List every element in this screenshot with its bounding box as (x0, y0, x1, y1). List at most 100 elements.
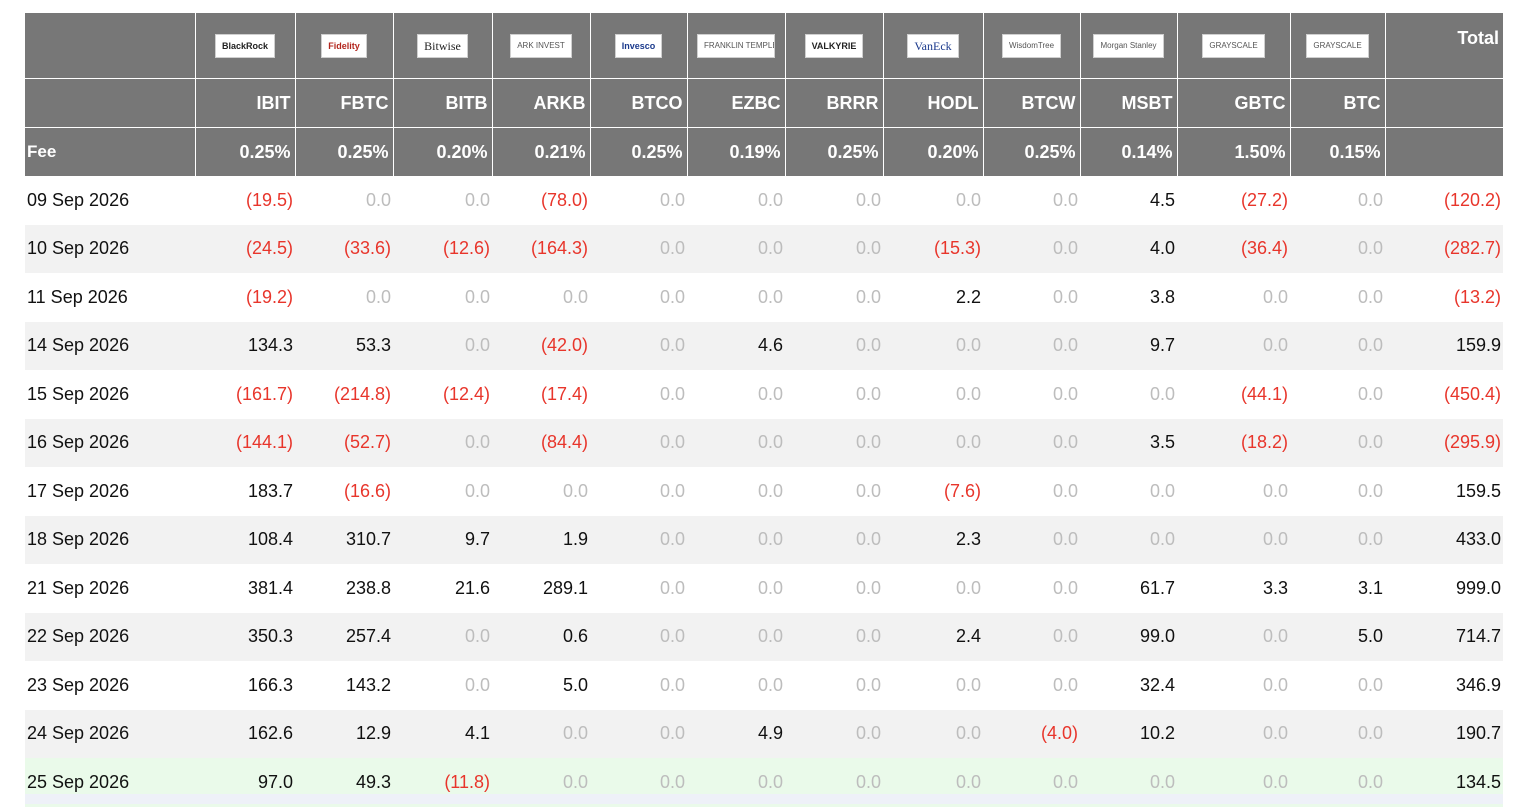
flow-cell: 0.0 (659, 383, 685, 404)
table-row: 10 Sep 2026 (24.5) (33.6) (12.6) (164.3) 0.0 0… (25, 224, 1503, 273)
flow-cell: 0.0 (855, 286, 881, 307)
flow-cell: 0.0 (883, 321, 983, 370)
flow-cell: (18.2) (1177, 418, 1290, 467)
date-cell: 10 Sep 2026 (25, 224, 195, 273)
flow-cell: 0.0 (1149, 480, 1175, 501)
date-cell: 21 Sep 2026 (27, 577, 130, 598)
flow-cell: 0.0 (393, 418, 492, 467)
flow-cell: 0.0 (757, 480, 783, 501)
flow-cell: 0.0 (785, 709, 883, 758)
flow-cell: 0.0 (687, 612, 785, 661)
flow-cell: 134.3 (195, 321, 295, 370)
flow-cell: 0.0 (590, 612, 687, 661)
flow-cell: 0.0 (1262, 286, 1288, 307)
table-footer-strip (25, 794, 1503, 804)
flow-cell: 0.0 (590, 321, 687, 370)
flow-cell: 0.0 (562, 480, 588, 501)
flow-cell: 0.0 (983, 418, 1080, 467)
flow-cell: 2.3 (883, 515, 983, 564)
flow-cell: (7.6) (943, 480, 981, 501)
ticker-btcw: BTCW (983, 78, 1081, 128)
fee-cell: 0.25% (295, 127, 394, 176)
flow-cell: 0.0 (883, 418, 983, 467)
total-cell: (295.9) (1385, 418, 1503, 467)
flow-cell: (52.7) (295, 418, 393, 467)
flow-cell: (19.5) (245, 189, 293, 210)
total-cell: 346.9 (1455, 674, 1501, 695)
flow-cell: 0.0 (1357, 480, 1383, 501)
ticker-ibit: IBIT (195, 78, 296, 128)
ticker-gbtc: GBTC (1177, 78, 1291, 128)
flow-cell: 0.0 (757, 286, 783, 307)
date-cell: 24 Sep 2026 (25, 709, 195, 758)
ticker-btco: BTCO (590, 78, 688, 128)
flow-cell: 9.7 (393, 515, 492, 564)
flow-cell: 5.0 (1290, 612, 1385, 661)
flow-cell: (15.3) (883, 224, 983, 273)
issuer-logo-cell: GRAYSCALE (1290, 13, 1386, 79)
etf-flows-table: BlackRock Fidelity Bitwise ARK INVEST In… (25, 13, 1503, 807)
flow-cell: 183.7 (247, 480, 293, 501)
flow-cell: 257.4 (295, 612, 393, 661)
issuer-logo-cell: BlackRock (195, 13, 296, 79)
table-row: 09 Sep 2026 (19.5) 0.0 0.0 (78.0) 0.0 0.0 0.0 0.… (25, 176, 1503, 225)
flow-cell: 0.0 (955, 674, 981, 695)
flow-cell: 238.8 (345, 577, 391, 598)
flow-cell: 0.0 (883, 709, 983, 758)
total-cell: 999.0 (1455, 577, 1501, 598)
flow-cell: 0.0 (983, 321, 1080, 370)
flow-cell: (84.4) (492, 418, 590, 467)
flow-cell: (19.2) (245, 286, 293, 307)
flow-cell: 0.0 (757, 577, 783, 598)
vaneck-logo: VanEck (907, 33, 959, 58)
flow-cell: 0.0 (785, 418, 883, 467)
flow-cell: 0.0 (659, 577, 685, 598)
flows-table-body: 09 Sep 2026 (19.5) 0.0 0.0 (78.0) 0.0 0.0 0.0 0.… (25, 176, 1503, 807)
fee-cell: 0.15% (1290, 127, 1386, 176)
flow-cell: 0.0 (393, 612, 492, 661)
flow-cell: 0.0 (1177, 612, 1290, 661)
issuer-logo-cell: Fidelity (295, 13, 394, 79)
flow-cell: 0.0 (687, 224, 785, 273)
flow-cell: 4.5 (1149, 189, 1175, 210)
flow-cell: 2.2 (955, 286, 981, 307)
fee-total-cell (1385, 127, 1503, 176)
ticker-corner-cell (25, 78, 196, 128)
flow-cell: 0.0 (590, 418, 687, 467)
fidelity-logo: Fidelity (321, 33, 367, 58)
flow-cell: 0.0 (464, 480, 490, 501)
ticker-fbtc: FBTC (295, 78, 394, 128)
flow-cell: 0.0 (1290, 321, 1385, 370)
flow-cell: 2.4 (883, 612, 983, 661)
table-row: 11 Sep 2026 (19.2) 0.0 0.0 0.0 0.0 0.0 0.0 2.2 0.… (25, 273, 1503, 322)
ticker-hodl: HODL (883, 78, 984, 128)
fee-label: Fee (25, 127, 196, 176)
issuer-logo-cell: VanEck (883, 13, 984, 79)
flow-cell: 0.0 (785, 224, 883, 273)
flow-cell: 166.3 (247, 674, 293, 695)
flow-cell: 32.4 (1139, 674, 1175, 695)
valkyrie-logo: VALKYRIE (804, 33, 864, 58)
issuer-logo-cell: Invesco (590, 13, 688, 79)
flow-cell: 4.6 (687, 321, 785, 370)
flow-cell: 0.0 (1052, 189, 1078, 210)
flow-cell: 12.9 (295, 709, 393, 758)
date-cell: 11 Sep 2026 (27, 286, 128, 307)
issuer-logo-cell: FRANKLIN TEMPLETON (687, 13, 786, 79)
flow-cell: 61.7 (1139, 577, 1175, 598)
flow-cell: 0.0 (1177, 321, 1290, 370)
issuer-logo-cell: ARK INVEST (492, 13, 591, 79)
flow-cell: 0.0 (1290, 224, 1385, 273)
flow-cell: 0.0 (757, 189, 783, 210)
flow-cell: 0.0 (590, 224, 687, 273)
flow-cell: (161.7) (235, 383, 293, 404)
flow-cell: 0.0 (1052, 286, 1078, 307)
issuer-logo-cell: WisdomTree (983, 13, 1081, 79)
table-row: 18 Sep 2026 108.4 310.7 9.7 1.9 0.0 0.0 0.0 2.3 0… (25, 515, 1503, 564)
flow-cell: (144.1) (195, 418, 295, 467)
ticker-total-cell (1385, 78, 1503, 128)
flow-cell: 3.1 (1357, 577, 1383, 598)
flow-cell: 0.0 (464, 286, 490, 307)
flow-cell: 0.0 (1052, 577, 1078, 598)
flow-cell: 0.0 (983, 515, 1080, 564)
